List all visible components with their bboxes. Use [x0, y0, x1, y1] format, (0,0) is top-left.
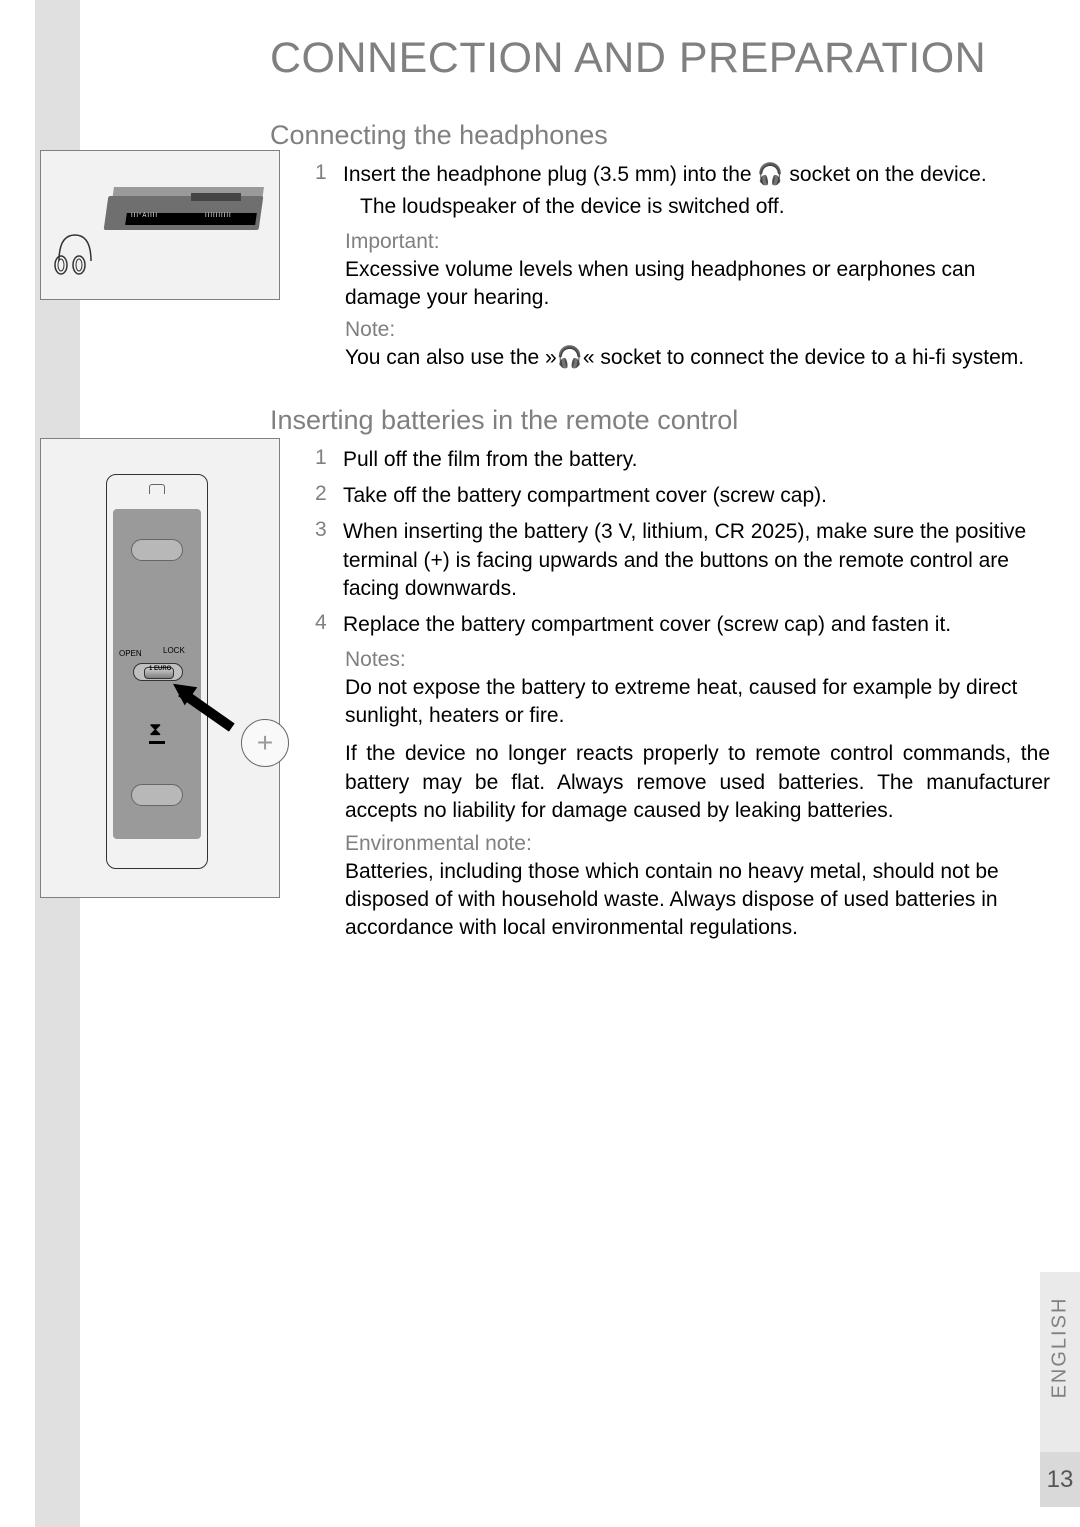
s2-step2-num: 2: [315, 482, 343, 510]
illustration-remote: OPEN LOCK 1 EURO +: [40, 438, 280, 898]
headphones-icon: [51, 223, 99, 286]
device-strip-label-right: IIIIIIIIII: [205, 213, 232, 219]
s2-step1-num: 1: [315, 446, 343, 474]
s1-step1-text: Insert the headphone plug (3.5 mm) into …: [343, 161, 987, 189]
section2-heading: Inserting batteries in the remote contro…: [270, 405, 1050, 436]
s2-step4-text: Replace the battery compartment cover (s…: [343, 611, 951, 639]
illustration-headphones: III°AIIII IIIIIIIIII: [40, 150, 280, 300]
open-label: OPEN: [119, 649, 142, 658]
s2-step2: 2 Take off the battery compartment cover…: [270, 482, 1050, 510]
lock-label: LOCK: [163, 646, 185, 655]
language-tab-text: ENGLISH: [1049, 1296, 1072, 1398]
s1-step1: 1 Insert the headphone plug (3.5 mm) int…: [270, 161, 1050, 189]
s1-note-label: Note:: [270, 318, 1050, 342]
section1-heading: Connecting the headphones: [270, 120, 1050, 151]
page-number-tab: 13: [1040, 1452, 1080, 1507]
euro-label: 1 EURO: [149, 666, 171, 672]
s2-step4: 4 Replace the battery compartment cover …: [270, 611, 1050, 639]
language-tab: ENGLISH: [1040, 1272, 1080, 1422]
s2-notes-label: Notes:: [270, 648, 1050, 672]
device-strip-label-left: III°AIIII: [131, 213, 158, 219]
device-slot: [191, 193, 241, 201]
s2-notes-text2: If the device no longer reacts properly …: [270, 740, 1050, 825]
s2-step1: 1 Pull off the film from the battery.: [270, 446, 1050, 474]
hourglass-icon: [149, 719, 165, 739]
s2-step1-text: Pull off the film from the battery.: [343, 446, 638, 474]
main-content: Connecting the headphones 1 Insert the h…: [270, 120, 1050, 949]
s1-step1-sub: The loudspeaker of the device is switche…: [270, 193, 1050, 221]
s2-notes-text1: Do not expose the battery to extreme hea…: [270, 674, 1050, 731]
underline-bar: [149, 741, 165, 744]
page-title: CONNECTION AND PREPARATION: [270, 34, 986, 83]
remote-slot-bottom: [131, 784, 183, 806]
remote-notch: [149, 484, 165, 494]
s1-step1-num: 1: [315, 161, 343, 189]
s2-step2-text: Take off the battery compartment cover (…: [343, 482, 827, 510]
s2-step3-text: When inserting the battery (3 V, lithium…: [343, 518, 1050, 603]
remote-slot-top: [131, 539, 183, 561]
s2-env-label: Environmental note:: [270, 832, 1050, 856]
s1-note-text: You can also use the »🎧« socket to conne…: [270, 344, 1050, 372]
page-number: 13: [1047, 1466, 1074, 1494]
page-title-text: CONNECTION AND PREPARATION: [270, 34, 986, 82]
s2-step3-num: 3: [315, 518, 343, 603]
s2-env-text: Batteries, including those which contain…: [270, 858, 1050, 943]
s1-important-text: Excessive volume levels when using headp…: [270, 256, 1050, 313]
s1-important-label: Important:: [270, 230, 1050, 254]
s2-step4-num: 4: [315, 611, 343, 639]
s2-step3: 3 When inserting the battery (3 V, lithi…: [270, 518, 1050, 603]
